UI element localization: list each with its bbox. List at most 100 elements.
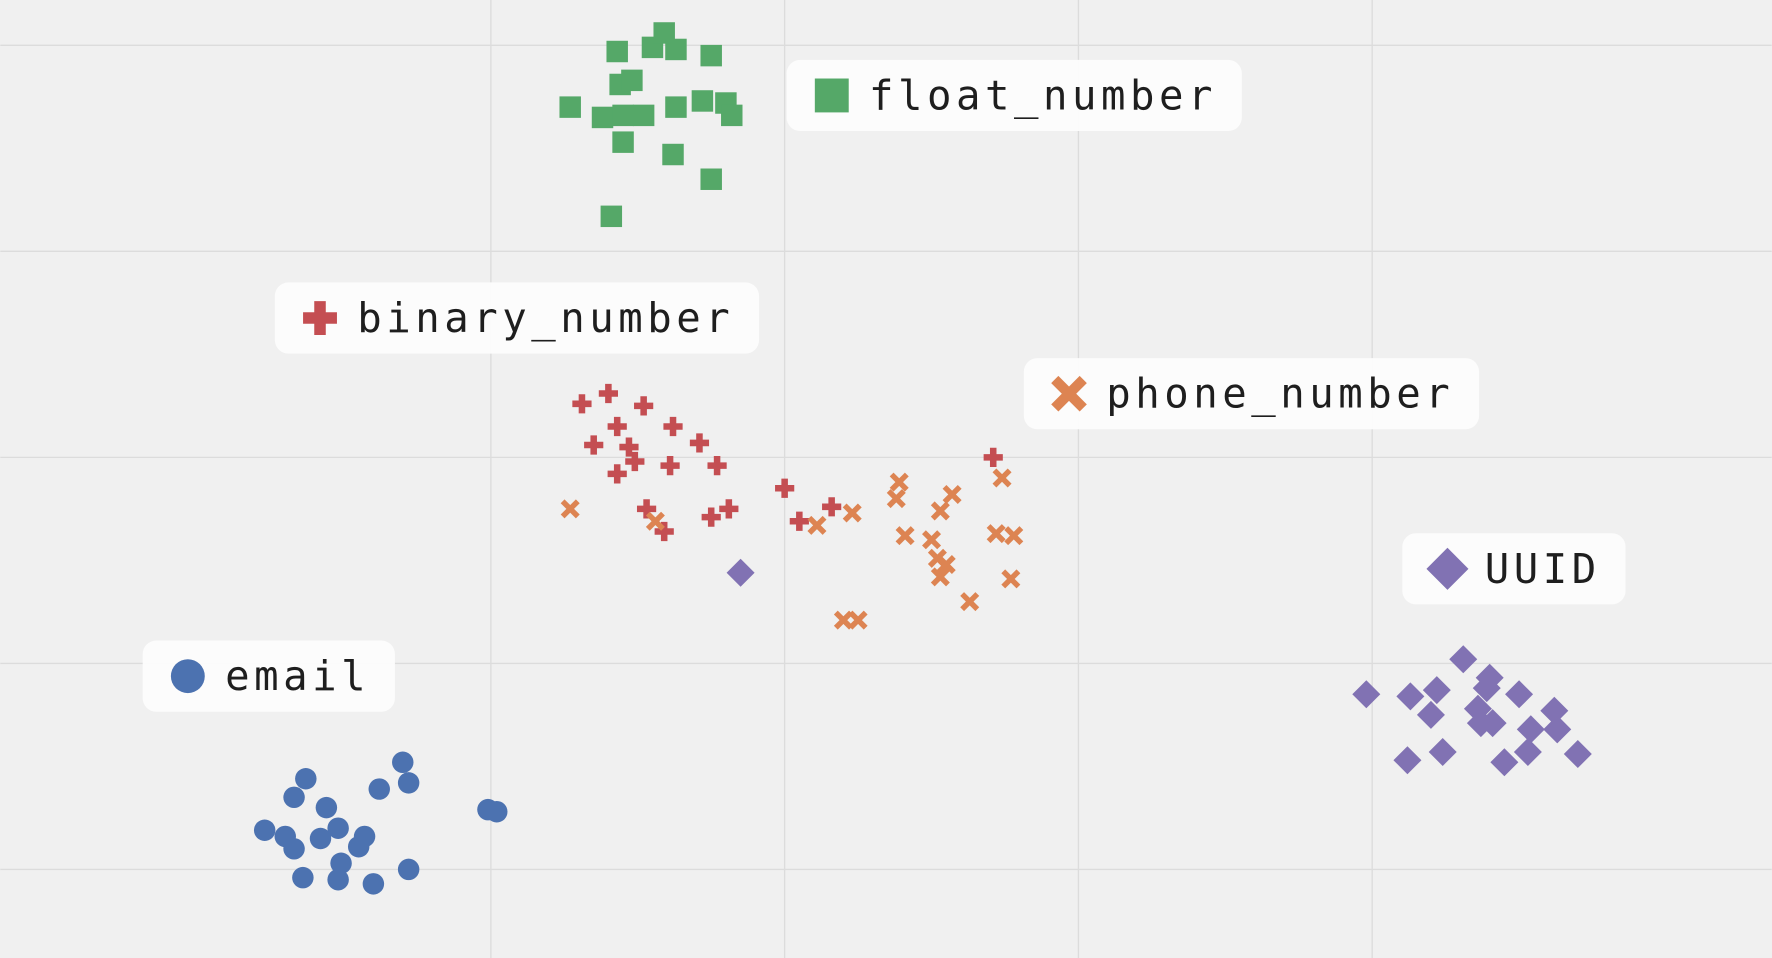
series-label: binary_number bbox=[274, 282, 760, 354]
point bbox=[895, 526, 915, 546]
point bbox=[327, 868, 349, 891]
series-label: email bbox=[142, 640, 395, 712]
label-text: phone_number bbox=[1106, 370, 1454, 418]
point bbox=[707, 456, 727, 476]
point bbox=[283, 786, 305, 809]
label-marker bbox=[170, 659, 205, 694]
point bbox=[1505, 680, 1534, 709]
point bbox=[691, 90, 714, 112]
point bbox=[362, 873, 385, 895]
point bbox=[253, 819, 276, 841]
point bbox=[612, 131, 634, 153]
point bbox=[842, 503, 862, 523]
point bbox=[775, 478, 795, 498]
point bbox=[645, 511, 665, 531]
label-text: email bbox=[225, 652, 370, 700]
point bbox=[397, 772, 420, 794]
point bbox=[315, 796, 338, 819]
point bbox=[1490, 748, 1519, 777]
point bbox=[663, 416, 683, 437]
point bbox=[600, 205, 623, 228]
point bbox=[886, 489, 906, 509]
point bbox=[283, 838, 305, 860]
point bbox=[1540, 696, 1569, 725]
point bbox=[559, 96, 581, 118]
point bbox=[621, 69, 643, 92]
point bbox=[607, 464, 627, 484]
labels: float_number binary_number phone_number UUI… bbox=[142, 59, 1626, 712]
point bbox=[368, 778, 390, 800]
point bbox=[1513, 737, 1542, 766]
point bbox=[1463, 694, 1492, 723]
point bbox=[612, 104, 634, 127]
point bbox=[983, 447, 1003, 467]
point bbox=[930, 567, 950, 587]
point bbox=[660, 456, 680, 476]
point bbox=[721, 104, 743, 127]
point bbox=[1001, 569, 1021, 589]
point bbox=[936, 554, 956, 575]
point bbox=[653, 22, 675, 44]
point bbox=[591, 106, 614, 129]
point bbox=[347, 836, 370, 858]
point bbox=[789, 511, 809, 531]
point bbox=[295, 768, 317, 790]
label-marker bbox=[814, 78, 849, 113]
point bbox=[1478, 709, 1507, 738]
point bbox=[960, 592, 980, 612]
label-text: UUID bbox=[1485, 545, 1601, 593]
point bbox=[292, 866, 314, 889]
point bbox=[634, 396, 654, 416]
point bbox=[930, 501, 950, 521]
label-box bbox=[1023, 358, 1480, 430]
label-marker bbox=[1051, 375, 1087, 412]
point bbox=[1396, 682, 1425, 711]
series-label: float_number bbox=[786, 59, 1242, 132]
point bbox=[309, 827, 332, 850]
point bbox=[700, 44, 722, 67]
point bbox=[700, 168, 722, 190]
point bbox=[392, 751, 414, 774]
point bbox=[1449, 645, 1478, 674]
point bbox=[833, 610, 853, 630]
point bbox=[942, 484, 962, 504]
point bbox=[625, 451, 645, 472]
point bbox=[1352, 680, 1381, 709]
series-label: phone_number bbox=[1023, 358, 1480, 430]
point bbox=[1563, 740, 1592, 769]
point bbox=[606, 40, 628, 63]
point bbox=[330, 852, 352, 874]
point bbox=[662, 143, 684, 166]
point bbox=[986, 524, 1006, 544]
label-marker bbox=[303, 301, 337, 335]
label-box bbox=[274, 282, 760, 354]
label-box bbox=[1402, 533, 1626, 605]
point bbox=[665, 96, 687, 118]
point bbox=[922, 530, 942, 550]
point bbox=[654, 521, 674, 542]
label-box bbox=[142, 640, 395, 712]
point bbox=[807, 515, 827, 535]
points bbox=[253, 22, 1592, 895]
point bbox=[822, 497, 842, 517]
point bbox=[1472, 674, 1501, 703]
point bbox=[619, 437, 639, 457]
label-text: binary_number bbox=[357, 294, 734, 342]
label-marker bbox=[1426, 547, 1469, 590]
point bbox=[1543, 715, 1572, 744]
series-label: UUID bbox=[1402, 533, 1626, 605]
label-box bbox=[786, 59, 1242, 132]
point bbox=[665, 38, 687, 61]
point bbox=[1428, 737, 1457, 766]
point bbox=[560, 499, 580, 519]
point bbox=[397, 858, 420, 881]
point bbox=[1004, 526, 1024, 546]
point bbox=[572, 394, 592, 414]
point bbox=[701, 507, 721, 527]
point bbox=[632, 104, 655, 127]
point bbox=[327, 817, 349, 839]
point bbox=[689, 433, 710, 453]
point bbox=[992, 468, 1012, 488]
point bbox=[1516, 715, 1545, 744]
